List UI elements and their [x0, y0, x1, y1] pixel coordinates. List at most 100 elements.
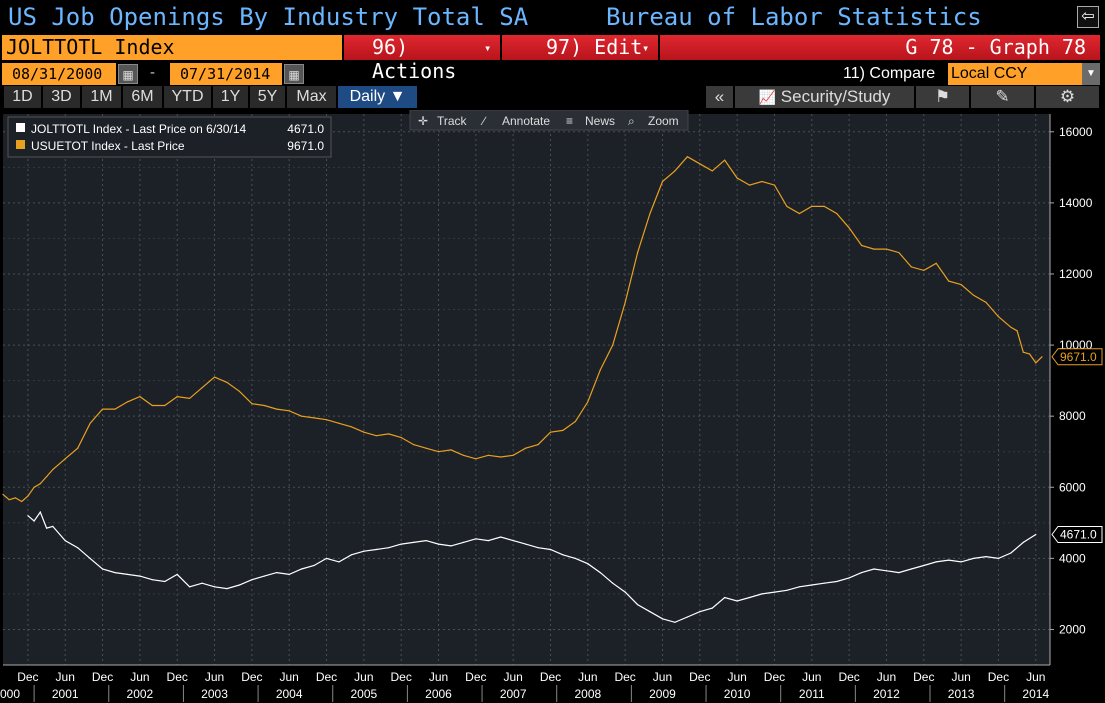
data-point: [288, 410, 290, 412]
frequency-select[interactable]: Daily ▼: [338, 86, 418, 108]
year-label: 2010: [724, 687, 751, 701]
last-price-tag-label: 4671.0: [1060, 528, 1097, 542]
compare-button[interactable]: 11) Compare: [843, 65, 936, 82]
data-point: [425, 447, 427, 449]
period-1d[interactable]: 1D: [4, 86, 42, 108]
data-point: [21, 500, 23, 503]
track-label: Track: [437, 114, 468, 128]
period-5y[interactable]: 5Y: [250, 86, 286, 108]
data-point: [773, 184, 776, 186]
data-point: [475, 538, 477, 540]
data-point: [27, 515, 29, 517]
period-1y[interactable]: 1Y: [213, 86, 249, 108]
data-point: [8, 499, 10, 501]
data-point: [599, 369, 601, 371]
data-point: [798, 586, 801, 588]
data-point: [1035, 533, 1037, 536]
data-point: [624, 591, 626, 593]
zoom-icon: ⌕: [628, 114, 635, 128]
gear-icon[interactable]: ⚙: [1036, 86, 1100, 108]
edit-button[interactable]: 97) Edit ▾: [502, 35, 658, 60]
data-point: [997, 316, 1000, 318]
data-point: [736, 600, 738, 602]
data-point: [139, 396, 141, 398]
data-point: [811, 205, 813, 207]
data-point: [400, 543, 402, 545]
news-button[interactable]: ≡ News: [566, 114, 615, 128]
data-point: [587, 563, 589, 565]
collapse-button[interactable]: «: [706, 86, 734, 108]
data-point: [525, 447, 527, 449]
data-point: [786, 589, 788, 591]
data-point: [786, 205, 788, 207]
currency-select[interactable]: Local CCY: [948, 63, 1082, 85]
data-point: [487, 540, 489, 542]
calendar-icon[interactable]: ▦: [118, 64, 138, 84]
data-point: [176, 396, 178, 398]
annotate-button[interactable]: ∕ Annotate: [480, 114, 550, 128]
data-point: [363, 431, 365, 433]
period-1m[interactable]: 1M: [82, 86, 122, 108]
x-tick-label: Jun: [578, 670, 597, 684]
edit-icon[interactable]: ✎: [971, 86, 1035, 108]
data-point: [462, 454, 464, 456]
chevron-down-icon[interactable]: ▼: [1082, 63, 1100, 85]
legend-label-unemployed: USUETOT Index - Last Price: [31, 139, 185, 153]
data-point: [898, 572, 900, 574]
data-point: [512, 454, 514, 456]
data-point: [885, 248, 888, 250]
data-point: [251, 579, 253, 581]
data-point: [873, 248, 875, 250]
data-point: [836, 212, 838, 215]
data-point: [1022, 351, 1024, 353]
period-max[interactable]: Max: [287, 86, 337, 108]
data-point: [923, 564, 925, 567]
data-point: [46, 527, 48, 529]
crosshair-icon: ✛: [418, 114, 428, 128]
data-point: [126, 573, 128, 575]
data-point: [674, 170, 676, 172]
data-point: [562, 554, 564, 556]
data-point: [624, 301, 626, 303]
date-bar: 08/31/2000 ▦ - 07/31/2014 ▦ 11) Compare …: [0, 62, 1105, 86]
period-6m[interactable]: 6M: [123, 86, 163, 108]
data-point: [450, 449, 452, 451]
calendar-icon[interactable]: ▦: [284, 64, 304, 84]
year-label: 2004: [276, 687, 303, 701]
start-date-field[interactable]: 08/31/2000: [2, 63, 116, 85]
data-point: [537, 547, 539, 549]
end-date-field[interactable]: 07/31/2014: [170, 63, 282, 85]
year-label: 2001: [52, 687, 79, 701]
back-arrow-icon[interactable]: ⇦: [1077, 6, 1099, 28]
data-point: [189, 397, 191, 399]
ticker-field[interactable]: JOLTTOTL Index: [2, 35, 342, 60]
track-button[interactable]: ✛ Track: [418, 114, 468, 128]
data-point: [39, 511, 41, 513]
x-axis: Dec Jun Dec Jun Dec Jun Dec Jun Dec Jun Dec Jun Dec J…: [0, 664, 1050, 702]
data-point: [101, 568, 104, 570]
plot-area[interactable]: [3, 114, 1050, 665]
data-point: [226, 588, 228, 590]
zoom-button[interactable]: ⌕ Zoom: [628, 114, 679, 128]
data-point: [350, 554, 352, 556]
data-point: [213, 376, 216, 378]
bookmark-icon[interactable]: ⚑: [916, 86, 970, 108]
data-point: [848, 577, 850, 579]
actions-button[interactable]: 96) Actions ▾: [344, 35, 500, 83]
data-point: [649, 611, 651, 613]
data-point: [475, 458, 477, 460]
data-point: [89, 557, 91, 559]
data-point: [549, 431, 552, 433]
data-point: [126, 401, 128, 403]
news-label: News: [585, 114, 615, 128]
security-study-button[interactable]: 📈 Security/Study: [735, 86, 915, 108]
period-3d[interactable]: 3D: [43, 86, 81, 108]
data-point: [661, 180, 664, 183]
year-label: 2006: [425, 687, 452, 701]
period-ytd[interactable]: YTD: [164, 86, 212, 108]
data-point: [33, 520, 35, 522]
series-line-jolts: [27, 510, 1037, 623]
data-point: [487, 454, 489, 456]
data-point: [276, 572, 278, 574]
